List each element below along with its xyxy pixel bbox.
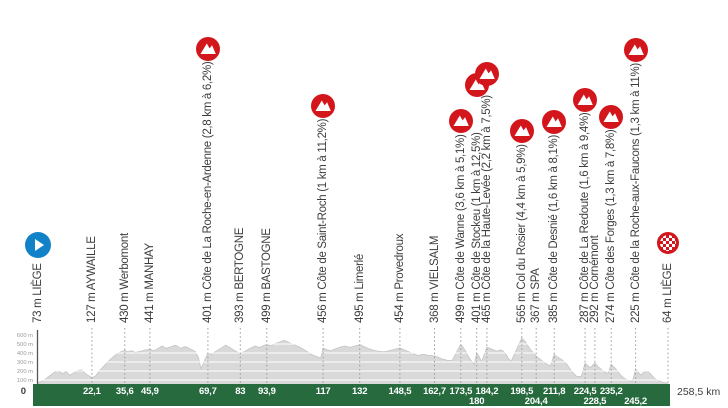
mountain-icon xyxy=(577,94,593,105)
km-tick-label: 235,2 xyxy=(599,386,623,397)
elevation-gridlines xyxy=(38,334,668,381)
climb-badge-icon xyxy=(448,109,473,133)
svg-text:300 m: 300 m xyxy=(17,360,33,366)
waypoint-label: 73 m LIÈGE xyxy=(32,263,44,323)
mountain-icon xyxy=(453,115,469,126)
svg-text:200 m: 200 m xyxy=(17,369,33,375)
km-tick-label: 211,8 xyxy=(543,386,566,397)
mountain-icon xyxy=(315,100,331,111)
waypoint-label: 495 m Limerlé xyxy=(353,254,366,323)
km-tick-label: 204,4 xyxy=(524,396,548,407)
svg-text:600 m: 600 m xyxy=(17,333,33,339)
waypoint-label: 454 m Provedroux xyxy=(393,233,406,323)
waypoint-leader-lines xyxy=(91,328,669,383)
km-tick-label: 148,5 xyxy=(388,386,412,397)
climb-badge-icon xyxy=(599,105,624,129)
km-tick-label: 35,6 xyxy=(115,386,134,397)
km-tick-label: 117 xyxy=(315,386,331,397)
waypoint-label: 274 m Côte des Forges (1,3 km à 7,8%) xyxy=(605,129,618,323)
climb-badge-icon xyxy=(573,88,598,112)
km-tick-label: 228,5 xyxy=(583,396,607,407)
elevation-outline xyxy=(37,337,669,384)
climb-badge-icon xyxy=(542,110,567,134)
play-triangle-icon xyxy=(35,239,44,251)
waypoint-label: 430 m Werbomont xyxy=(118,233,131,323)
climb-badge-icon xyxy=(195,37,220,61)
waypoint-label: 292 m Cornémont xyxy=(588,235,601,323)
start-icon xyxy=(25,232,51,258)
mountain-icon xyxy=(200,43,216,54)
mountain-icon xyxy=(514,125,530,136)
waypoint-label: 499 m BASTOGNE xyxy=(260,228,273,323)
climb-badge-icon xyxy=(474,62,499,86)
elevation-tick-labels: 600 m 500 m 400 m 300 m 200 m 100 m xyxy=(17,333,33,384)
distance-band xyxy=(33,384,670,406)
elevation-area xyxy=(38,338,668,384)
mountain-icon xyxy=(628,44,644,55)
origin-km-label: 0 xyxy=(20,386,26,397)
mountain-icon xyxy=(603,111,620,122)
waypoint-label: 367 m SPA xyxy=(530,268,543,323)
km-tick-label: 224,5 xyxy=(573,386,597,397)
km-tick-label: 184,2 xyxy=(475,386,499,397)
km-tick-label: 162,7 xyxy=(423,386,446,397)
km-tick-label: 173,5 xyxy=(449,386,473,397)
km-tick-label: 180 xyxy=(469,396,485,407)
waypoint-label: 401 m Côte de La Roche-en-Ardenne (2,8 k… xyxy=(201,61,214,323)
km-tick-label: 45,9 xyxy=(141,386,159,397)
mountain-icon xyxy=(546,116,562,127)
climb-badge-icon xyxy=(623,38,648,62)
waypoint-label: 225 m Côte de la Roche-aux-Faucons (1,3 … xyxy=(629,63,642,323)
km-tick-label: 83 xyxy=(235,386,246,397)
km-tick-label: 22,1 xyxy=(83,386,101,397)
waypoint-label: 456 m Côte de Saint-Roch (1 km à 11,2%) xyxy=(317,118,330,323)
waypoint-label: 499 m Côte de Wanne (3,6 km à 5,1%) xyxy=(454,134,467,323)
waypoint-label: 565 m Col du Rosier (4,4 km à 5,9%) xyxy=(515,144,528,323)
km-tick-label: 93,9 xyxy=(257,386,276,397)
climb-badge-icon xyxy=(509,119,534,143)
svg-text:500 m: 500 m xyxy=(17,342,33,348)
waypoint-label: 393 m BERTOGNE xyxy=(234,227,247,323)
svg-text:100 m: 100 m xyxy=(17,378,33,384)
svg-text:400 m: 400 m xyxy=(17,351,33,357)
km-tick-label: 245,2 xyxy=(624,396,647,407)
waypoint-label: 465 m Côte de la Haute-Levée (2,2 km à 7… xyxy=(480,95,493,323)
km-tick-label: 132 xyxy=(352,386,368,397)
waypoint-label: 441 m MANHAY xyxy=(143,243,156,323)
waypoint-label: 127 m AYWAILLE xyxy=(85,236,98,323)
waypoint-label: 385 m Côte de Desnié (1,6 km à 8,1%) xyxy=(548,135,561,323)
total-distance-label: 258,5 km xyxy=(677,386,721,398)
waypoint-label: 368 m VIELSALM xyxy=(428,235,441,323)
climb-badge-icon xyxy=(311,94,336,118)
km-tick-label: 198,5 xyxy=(510,386,534,397)
km-tick-label: 69,7 xyxy=(199,386,217,397)
mountain-icon xyxy=(479,68,495,79)
waypoint-label: 64 m LIÈGE xyxy=(662,263,674,323)
finish-icon xyxy=(657,232,679,254)
